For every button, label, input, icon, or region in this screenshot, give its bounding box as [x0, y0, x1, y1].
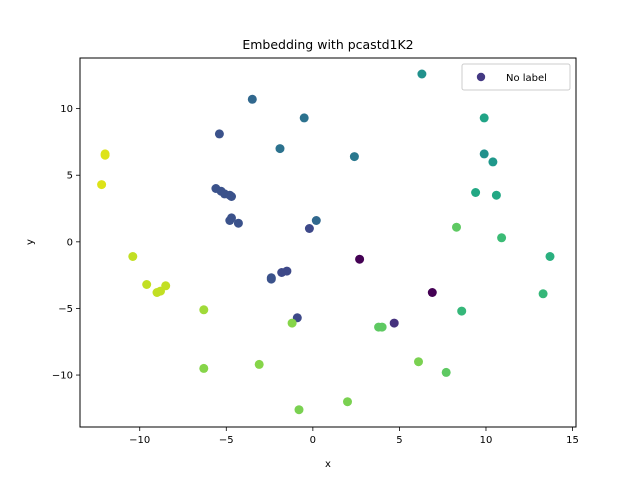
legend-box: [461, 63, 571, 91]
data-point: [349, 152, 359, 162]
data-point: [479, 149, 489, 159]
data-point: [452, 222, 461, 232]
data-point: [275, 144, 285, 154]
data-point: [287, 318, 297, 328]
data-point: [311, 216, 321, 225]
x-axis-label: x: [325, 459, 331, 470]
data-point: [545, 252, 555, 261]
data-point: [417, 69, 427, 79]
legend: No label: [461, 63, 571, 91]
data-point: [97, 180, 107, 190]
data-point: [355, 254, 365, 264]
x-tick-label: 15: [566, 435, 579, 446]
data-point: [266, 274, 276, 284]
data-point: [294, 405, 304, 415]
plot-frame: [79, 57, 577, 428]
data-point: [491, 190, 501, 200]
data-point: [488, 157, 498, 167]
data-point: [374, 322, 384, 332]
data-point: [343, 397, 352, 407]
data-points: [97, 69, 555, 415]
data-point: [152, 288, 162, 297]
data-point: [142, 280, 152, 289]
y-tick-label: −10: [52, 371, 73, 382]
data-point: [199, 363, 209, 373]
data-point: [128, 252, 138, 261]
y-tick-label: 10: [60, 104, 73, 115]
x-tick-label: −10: [129, 435, 150, 446]
chart-title: Embedding with pcastd1K2: [242, 37, 413, 52]
data-point: [457, 306, 467, 316]
y-axis-label: y: [25, 239, 36, 245]
legend-marker: [476, 72, 486, 82]
data-point: [304, 224, 314, 233]
data-point: [299, 113, 309, 123]
data-point: [427, 288, 437, 297]
data-point: [414, 357, 423, 367]
y-tick-label: 0: [67, 237, 73, 248]
data-point: [254, 359, 264, 369]
data-point: [471, 188, 481, 197]
data-point: [227, 192, 236, 201]
data-point: [233, 218, 243, 228]
data-point: [497, 233, 507, 243]
data-point: [389, 318, 399, 328]
x-axis-ticks: −10 −5 0 5 10 15: [129, 427, 579, 446]
data-point: [214, 129, 224, 139]
data-point: [538, 289, 548, 299]
x-tick-label: 10: [480, 435, 493, 446]
data-point: [100, 150, 110, 160]
y-tick-label: −5: [58, 304, 73, 315]
data-point: [441, 367, 451, 377]
x-tick-label: 5: [396, 435, 402, 446]
data-point: [479, 113, 489, 123]
data-point: [225, 216, 235, 225]
x-tick-label: −5: [219, 435, 234, 446]
data-point: [277, 268, 287, 277]
legend-label: No label: [506, 73, 547, 84]
data-point: [247, 94, 257, 104]
x-tick-label: 0: [310, 435, 316, 446]
data-point: [199, 305, 209, 315]
y-axis-ticks: −10 −5 0 5 10: [52, 104, 80, 382]
y-tick-label: 5: [67, 171, 73, 182]
